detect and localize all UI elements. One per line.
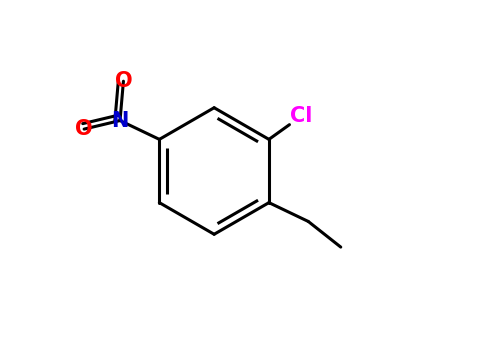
Text: N: N: [111, 110, 128, 131]
Text: Cl: Cl: [290, 106, 313, 126]
Text: O: O: [114, 71, 132, 91]
Text: O: O: [75, 119, 93, 139]
